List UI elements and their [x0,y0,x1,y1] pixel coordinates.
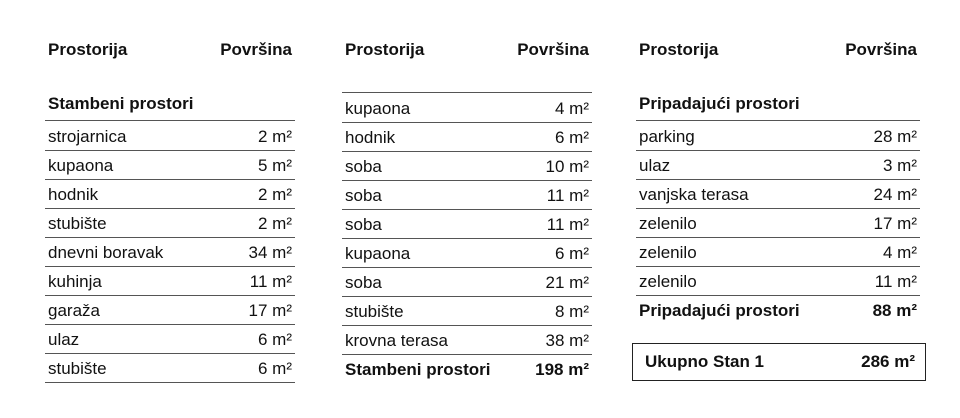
room-area: 11 m² [546,215,589,234]
table-row: dnevni boravak 34 m² [45,238,295,267]
header-area: Površina [845,40,917,59]
room-area: 88 m² [872,301,917,320]
room-name: kupaona [345,99,411,118]
room-name: zelenilo [639,272,697,291]
table-row: kupaona 4 m² [342,94,592,123]
grand-total-box: Ukupno Stan 1 286 m² [632,343,926,381]
room-area: 11 m² [874,272,917,291]
table-row: stubište 6 m² [45,354,295,383]
table-row: vanjska terasa 24 m² [636,180,920,209]
room-area: 2 m² [258,214,292,233]
room-name: stubište [48,359,107,378]
room-name: hodnik [48,185,99,204]
room-name: garaža [48,301,100,320]
room-name: kupaona [345,244,411,263]
room-name: stubište [48,214,107,233]
table-row: garaža 17 m² [45,296,295,325]
room-name: zelenilo [639,243,697,262]
total-row: Pripadajući prostori 88 m² [636,296,920,325]
room-area: 2 m² [258,127,292,146]
room-name: Pripadajući prostori [639,301,800,320]
room-area: 17 m² [873,214,917,233]
header-room: Prostorija [48,40,128,59]
room-name: soba [345,215,382,234]
section-title: Pripadajući prostori [639,94,800,113]
room-name: soba [345,186,382,205]
room-area: 28 m² [873,127,917,146]
room-area: 198 m² [535,360,589,379]
header-area: Površina [517,40,589,59]
table-row: ulaz 6 m² [45,325,295,354]
table-row: stubište 8 m² [342,297,592,326]
table-row: strojarnica 2 m² [45,122,295,151]
room-area: 11 m² [249,272,292,291]
room-area: 34 m² [248,243,292,262]
total-row: Stambeni prostori 198 m² [342,355,592,384]
room-name: dnevni boravak [48,243,164,262]
room-area: 6 m² [258,359,292,378]
table-row: kupaona 6 m² [342,239,592,268]
room-name: parking [639,127,695,146]
table-row: krovna terasa 38 m² [342,326,592,355]
table-column-2: Prostorija Površina kupaona 4 m² hodnik 6 m… [342,0,592,418]
room-name: kuhinja [48,272,102,291]
room-name: vanjska terasa [639,185,749,204]
room-area: 24 m² [873,185,917,204]
table-row: zelenilo 11 m² [636,267,920,296]
table-row: zelenilo 17 m² [636,209,920,238]
section-title: Stambeni prostori [48,94,194,113]
table-row: stubište 2 m² [45,209,295,238]
room-area: 8 m² [555,302,589,321]
room-name: ulaz [639,156,671,175]
room-area: 21 m² [545,273,589,292]
room-area: 6 m² [555,128,589,147]
room-area: 2 m² [258,185,292,204]
room-area: 5 m² [258,156,292,175]
room-name: zelenilo [639,214,697,233]
room-name: soba [345,273,382,292]
divider [342,92,592,93]
room-name: ulaz [48,330,80,349]
table-row: ulaz 3 m² [636,151,920,180]
room-area: 3 m² [883,156,917,175]
room-area: 6 m² [555,244,589,263]
table-row: zelenilo 4 m² [636,238,920,267]
room-name: hodnik [345,128,396,147]
grand-total-label: Ukupno Stan 1 [645,352,765,371]
header-room: Prostorija [345,40,425,59]
room-name: strojarnica [48,127,127,146]
room-name: stubište [345,302,404,321]
room-name: Stambeni prostori [345,360,491,379]
table-row: hodnik 6 m² [342,123,592,152]
table-row: kupaona 5 m² [45,151,295,180]
room-area: 4 m² [555,99,589,118]
room-area: 11 m² [546,186,589,205]
table-row: kuhinja 11 m² [45,267,295,296]
divider [636,120,920,121]
header-area: Površina [220,40,292,59]
room-area: 38 m² [545,331,589,350]
room-area: 6 m² [258,330,292,349]
table-row: soba 21 m² [342,268,592,297]
room-name: kupaona [48,156,114,175]
room-area: 10 m² [545,157,589,176]
table-row: soba 10 m² [342,152,592,181]
divider [45,120,295,121]
header-room: Prostorija [639,40,719,59]
room-name: soba [345,157,382,176]
table-row: hodnik 2 m² [45,180,295,209]
room-area: 4 m² [883,243,917,262]
room-area: 17 m² [248,301,292,320]
table-row: parking 28 m² [636,122,920,151]
table-row: soba 11 m² [342,181,592,210]
table-column-3: Prostorija Površina Pripadajući prostori… [636,0,920,418]
room-name: krovna terasa [345,331,448,350]
grand-total-value: 286 m² [861,352,915,371]
table-row: soba 11 m² [342,210,592,239]
table-column-1: Prostorija Površina Stambeni prostori st… [45,0,295,418]
